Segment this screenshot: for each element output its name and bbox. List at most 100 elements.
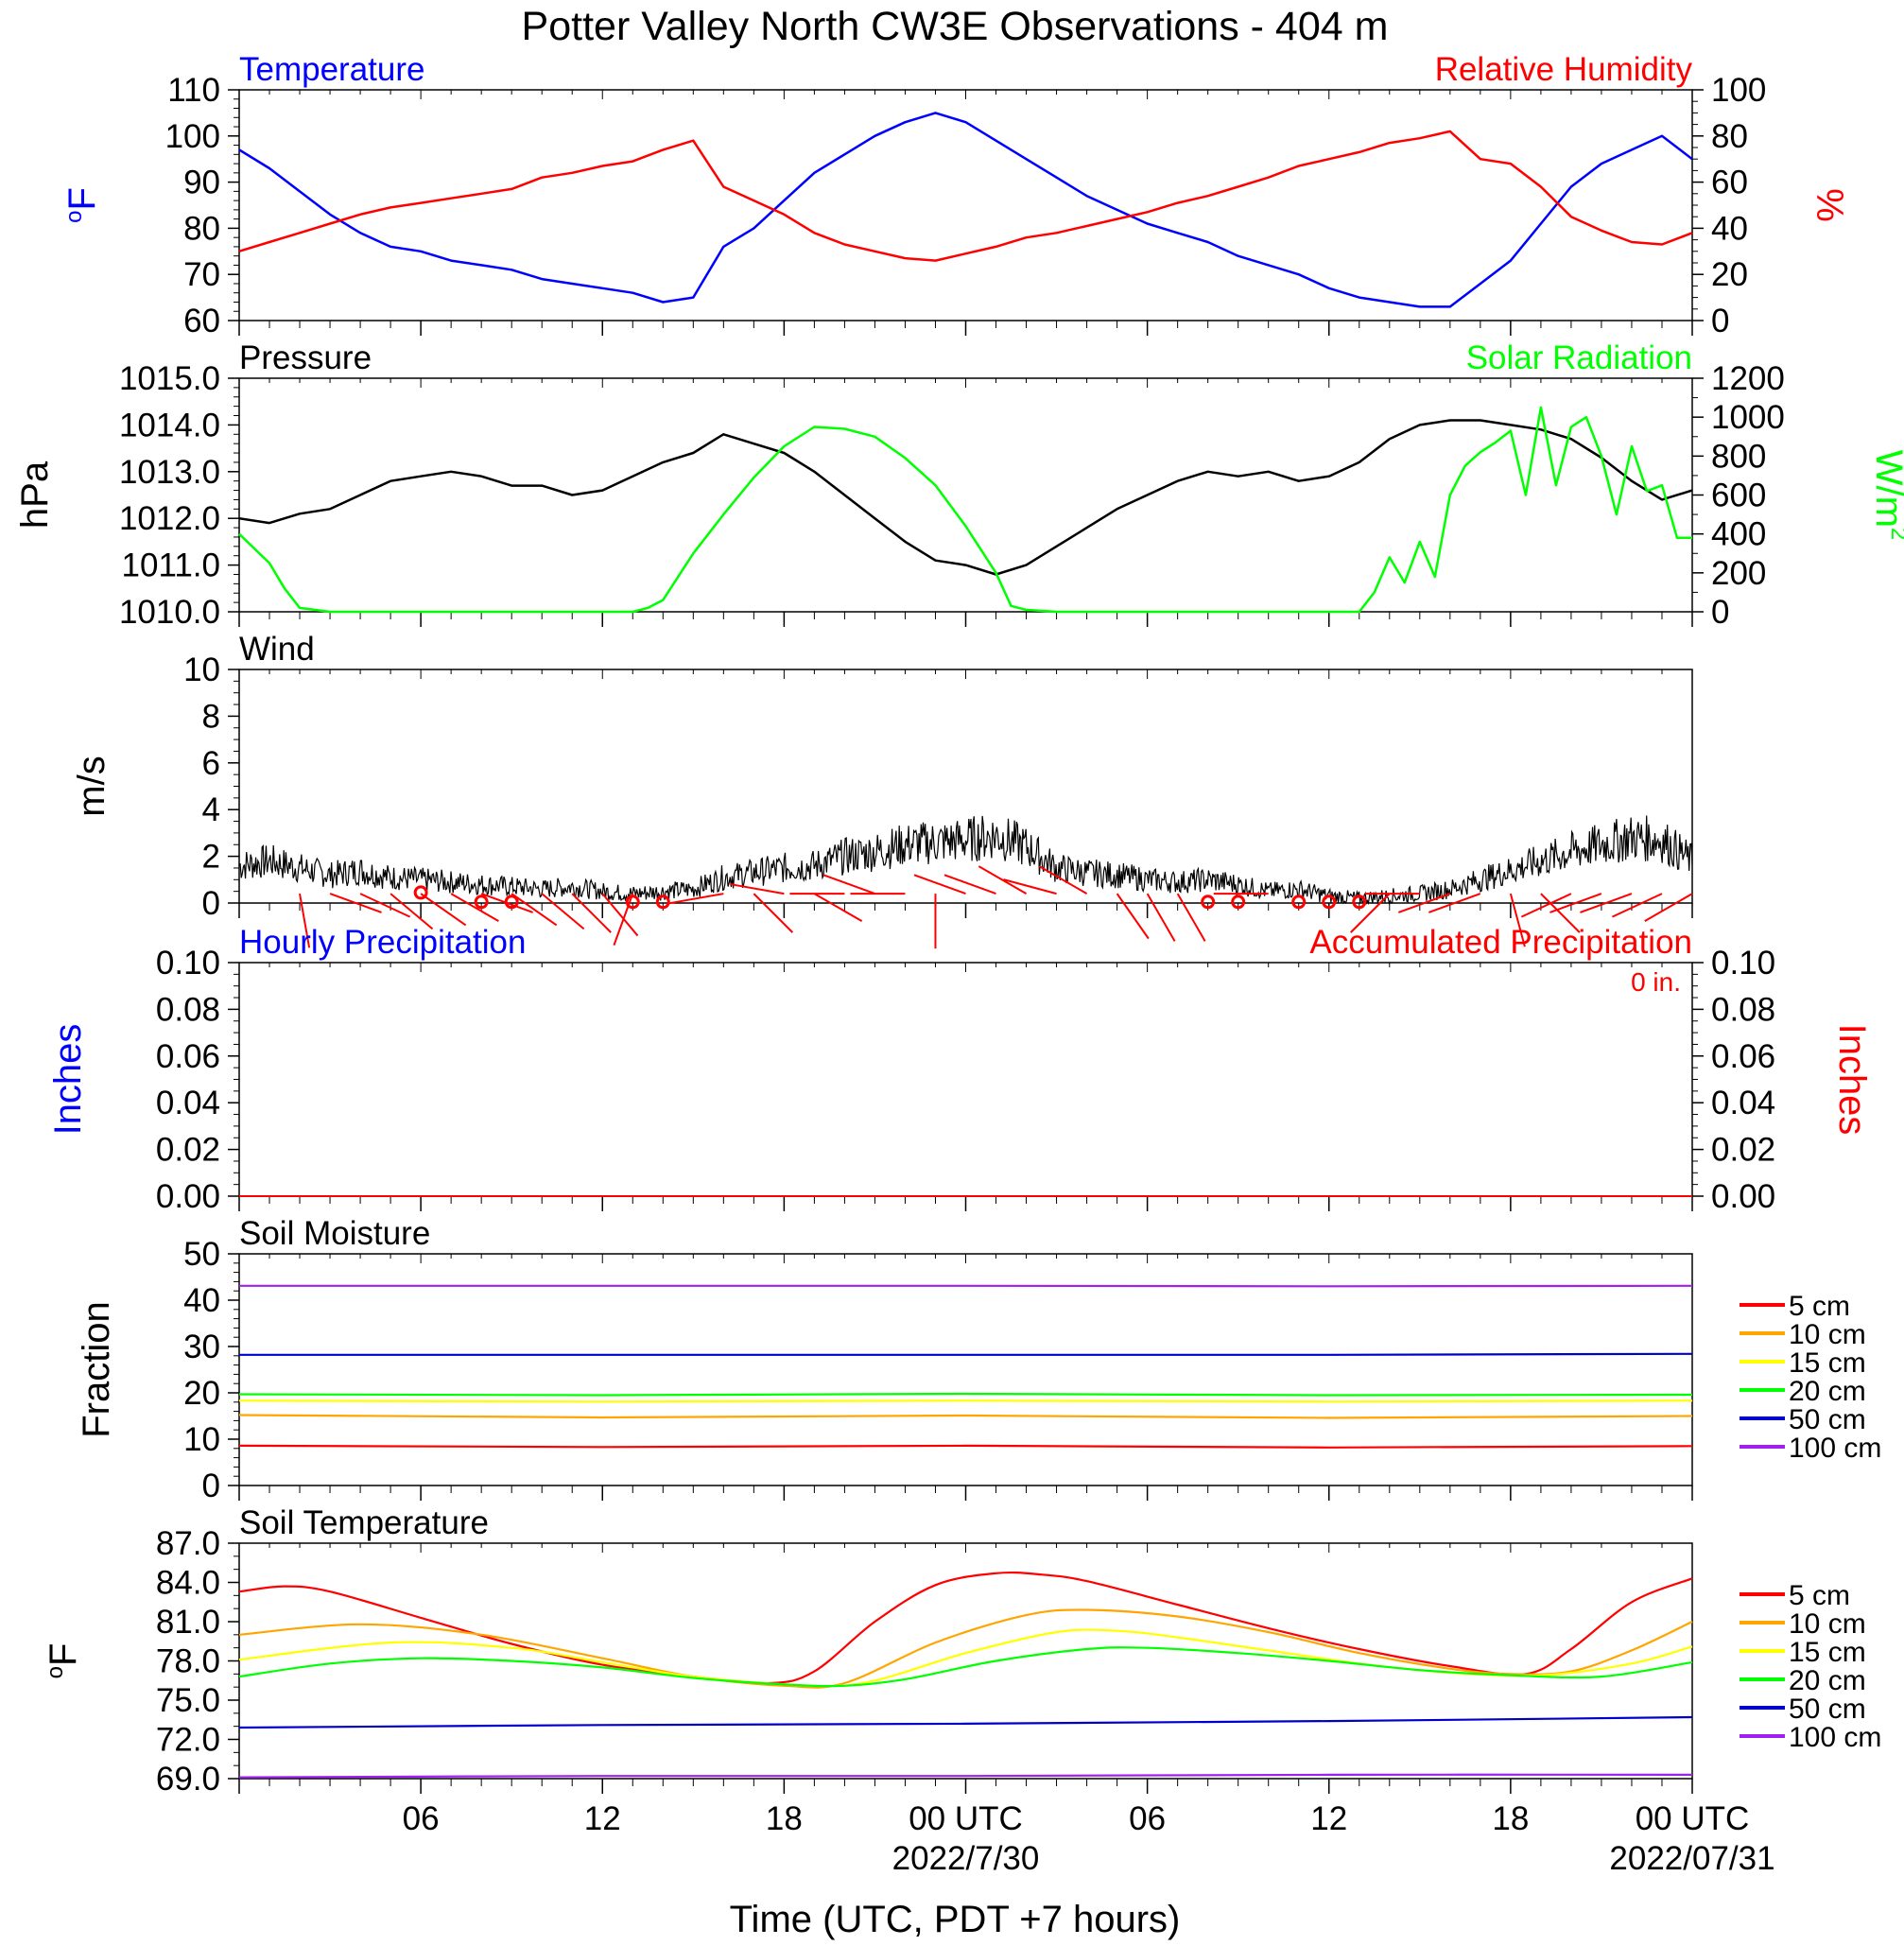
humidity-line bbox=[238, 130, 1693, 262]
temperature-rh-panel: 60 70 80 90 100 110 0 20 40 60 80 100 Temperature Rel… bbox=[61, 51, 1852, 339]
wind-frame bbox=[238, 669, 1693, 904]
x-tick-label: 12 bbox=[1310, 1800, 1347, 1837]
wind-barb bbox=[450, 893, 499, 922]
pressure-line bbox=[238, 419, 1693, 576]
soil-moisture-axis-tick-label: 10 bbox=[183, 1421, 220, 1458]
wind-barb bbox=[511, 893, 558, 927]
temperature-axis-tick-label: 110 bbox=[167, 72, 220, 109]
wind-barb bbox=[1038, 865, 1088, 895]
wind-barb bbox=[571, 893, 612, 933]
accum-precip-axis-tick-label: 0.04 bbox=[1711, 1085, 1775, 1121]
humidity-axis-tick-label: 100 bbox=[1711, 72, 1766, 109]
pressure-axis-tick-label: 1011.0 bbox=[122, 547, 220, 584]
hourly-precip-axis-tick-label: 0.06 bbox=[156, 1038, 220, 1075]
wind-axis-tick-label: 4 bbox=[202, 791, 220, 828]
soil-temperature-panel: 69.072.075.078.081.084.087.0 06 12 18 00 UTC… bbox=[43, 1504, 1881, 1877]
temperature-axis-tick-label: 70 bbox=[183, 256, 220, 293]
soil-temp-50cm-line bbox=[238, 1715, 1693, 1729]
x-tick-label: 00 UTC bbox=[1636, 1800, 1750, 1837]
wind-barb bbox=[813, 893, 863, 922]
solar-axis-label: W/m2 bbox=[1868, 450, 1904, 541]
hourly-precip-axis-tick-label: 0.10 bbox=[156, 945, 220, 982]
x-tick-label: 18 bbox=[766, 1800, 803, 1837]
wind-speed-line bbox=[238, 815, 1693, 906]
humidity-title: Relative Humidity bbox=[1435, 51, 1693, 88]
wind-barb bbox=[1146, 893, 1176, 942]
unit-letter: F bbox=[61, 187, 103, 210]
legend-label: 50 cm bbox=[1789, 1694, 1866, 1725]
date-label: 2022/07/31 bbox=[1609, 1840, 1774, 1877]
wind-barb bbox=[1116, 893, 1150, 940]
legend-label: 20 cm bbox=[1789, 1665, 1866, 1696]
soil-moisture-100cm-line bbox=[239, 1284, 1693, 1288]
legend-label: 15 cm bbox=[1789, 1637, 1866, 1668]
calm-wind-marker bbox=[1291, 895, 1307, 910]
humidity-axis-tick-label: 40 bbox=[1711, 210, 1748, 247]
soil-moisture-15cm-line bbox=[238, 1399, 1693, 1403]
wind-axis-label: m/s bbox=[71, 756, 113, 816]
accum-precip-axis-tick-label: 0.08 bbox=[1711, 991, 1775, 1028]
solar-title: Solar Radiation bbox=[1466, 339, 1692, 376]
humidity-axis-tick-label: 0 bbox=[1711, 303, 1729, 339]
soil-moisture-50cm-line bbox=[239, 1352, 1693, 1356]
soil-temperature-axis-tick-label: 87.0 bbox=[156, 1525, 220, 1562]
solar-axis-tick-label: 1000 bbox=[1711, 399, 1785, 436]
wind-barb bbox=[1549, 893, 1602, 913]
wind-barb bbox=[978, 865, 1028, 895]
solar-axis-tick-label: 200 bbox=[1711, 555, 1766, 592]
wind-barb bbox=[913, 874, 966, 895]
wind-barb bbox=[1580, 893, 1633, 913]
x-tick-label: 00 UTC bbox=[909, 1800, 1023, 1837]
hourly-precip-title: Hourly Precipitation bbox=[239, 924, 526, 961]
legend-label: 100 cm bbox=[1789, 1722, 1881, 1753]
wind-axis-tick-label: 10 bbox=[183, 652, 220, 688]
soil-temperature-axis-tick-label: 69.0 bbox=[156, 1761, 220, 1798]
wind-title: Wind bbox=[239, 631, 315, 668]
wind-barb bbox=[359, 893, 411, 918]
calm-wind-marker bbox=[1231, 895, 1246, 910]
soil-moisture-10cm-line bbox=[238, 1414, 1693, 1419]
soil-temperature-axis-tick-label: 78.0 bbox=[156, 1643, 220, 1680]
x-tick-label: 06 bbox=[1129, 1800, 1166, 1837]
accum-precip-axis-tick-label: 0.02 bbox=[1711, 1132, 1775, 1169]
calm-wind-marker bbox=[1352, 895, 1367, 910]
solar-axis-tick-label: 400 bbox=[1711, 516, 1766, 553]
soil-moisture-axis-tick-label: 50 bbox=[183, 1236, 220, 1273]
x-axis-label: Time (UTC, PDT +7 hours) bbox=[730, 1899, 1181, 1940]
soil-temperature-axis-tick-label: 72.0 bbox=[156, 1722, 220, 1759]
calm-wind-marker bbox=[625, 895, 640, 910]
degree-mark: o bbox=[61, 211, 87, 223]
wind-barb bbox=[1176, 893, 1206, 942]
pressure-solar-frame bbox=[238, 377, 1693, 613]
accum-precip-axis-tick-label: 0.06 bbox=[1711, 1038, 1775, 1075]
hourly-precip-axis-label: Inches bbox=[47, 1024, 89, 1136]
calm-wind-marker bbox=[655, 895, 670, 910]
accum-precip-axis-tick-label: 0.00 bbox=[1711, 1178, 1775, 1215]
wind-barb bbox=[1509, 893, 1526, 947]
temperature-axis-label: oF bbox=[61, 187, 103, 223]
temperature-axis-tick-label: 100 bbox=[165, 118, 220, 155]
soil-temp-100cm-line bbox=[238, 1773, 1693, 1779]
accum-precip-axis-tick-label: 0.10 bbox=[1711, 945, 1775, 982]
wind-barb bbox=[943, 874, 996, 895]
soil-moisture-20cm-line bbox=[238, 1392, 1693, 1397]
x-tick-label: 18 bbox=[1492, 1800, 1529, 1837]
wind-barb bbox=[753, 893, 794, 933]
temperature-rh-frame bbox=[238, 89, 1693, 321]
legend-label: 100 cm bbox=[1789, 1433, 1881, 1464]
temperature-axis-tick-label: 90 bbox=[183, 165, 220, 201]
wind-barb bbox=[1644, 893, 1693, 922]
soil-temperature-axis-label: oF bbox=[43, 1643, 84, 1679]
calm-wind-marker bbox=[474, 895, 489, 910]
legend-label: 5 cm bbox=[1789, 1580, 1850, 1611]
wind-axis-tick-label: 0 bbox=[202, 885, 220, 922]
pressure-axis-tick-label: 1013.0 bbox=[119, 454, 220, 491]
unit-base: W/m bbox=[1868, 450, 1904, 528]
hourly-precip-axis-tick-label: 0.02 bbox=[156, 1132, 220, 1169]
hourly-precip-axis-tick-label: 0.00 bbox=[156, 1178, 220, 1215]
wind-axis-tick-label: 2 bbox=[202, 839, 220, 876]
calm-wind-marker bbox=[1201, 895, 1216, 910]
wind-barb bbox=[299, 893, 311, 948]
x-tick-label: 12 bbox=[584, 1800, 621, 1837]
